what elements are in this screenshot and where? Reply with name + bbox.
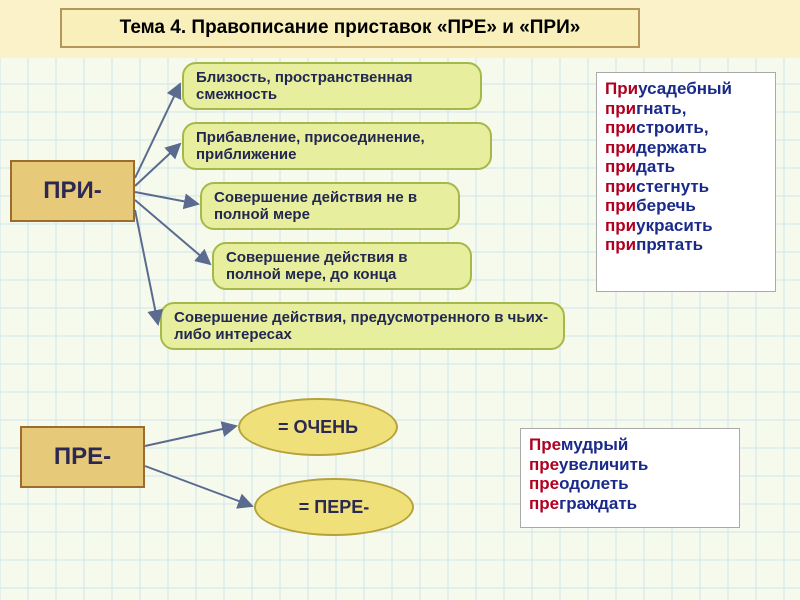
example-word: преувеличить bbox=[529, 455, 731, 475]
example-word: Премудрый bbox=[529, 435, 731, 455]
pri-rule-3: Совершение действия в полной мере, до ко… bbox=[212, 242, 472, 290]
prefix-pri-label: ПРИ- bbox=[43, 177, 102, 205]
example-word: пристроить, bbox=[605, 118, 767, 138]
example-word: приберечь bbox=[605, 196, 767, 216]
page-title: Тема 4. Правописание приставок «ПРЕ» и «… bbox=[60, 8, 640, 48]
pre-examples-box: Премудрыйпреувеличитьпреодолетьпрегражда… bbox=[520, 428, 740, 528]
example-word: пристегнуть bbox=[605, 177, 767, 197]
pri-rule-0: Близость, пространственная смежность bbox=[182, 62, 482, 110]
example-word: пригнать, bbox=[605, 99, 767, 119]
prefix-pri-box: ПРИ- bbox=[10, 160, 135, 222]
pri-examples-box: Приусадебныйпригнать,пристроить,придержа… bbox=[596, 72, 776, 292]
example-word: Приусадебный bbox=[605, 79, 767, 99]
prefix-pre-label: ПРЕ- bbox=[54, 443, 111, 471]
pri-rule-4: Совершение действия, предусмотренного в … bbox=[160, 302, 565, 350]
example-word: приукрасить bbox=[605, 216, 767, 236]
example-word: преодолеть bbox=[529, 474, 731, 494]
example-word: припрятать bbox=[605, 235, 767, 255]
example-word: придержать bbox=[605, 138, 767, 158]
example-word: преграждать bbox=[529, 494, 731, 514]
pri-rule-1: Прибавление, присоединение, приближение bbox=[182, 122, 492, 170]
prefix-pre-box: ПРЕ- bbox=[20, 426, 145, 488]
pre-ellipse-0: = ОЧЕНЬ bbox=[238, 398, 398, 456]
pri-rule-2: Совершение действия не в полной мере bbox=[200, 182, 460, 230]
example-word: придать bbox=[605, 157, 767, 177]
pre-ellipse-1: = ПЕРЕ- bbox=[254, 478, 414, 536]
title-text: Тема 4. Правописание приставок «ПРЕ» и «… bbox=[120, 17, 581, 39]
